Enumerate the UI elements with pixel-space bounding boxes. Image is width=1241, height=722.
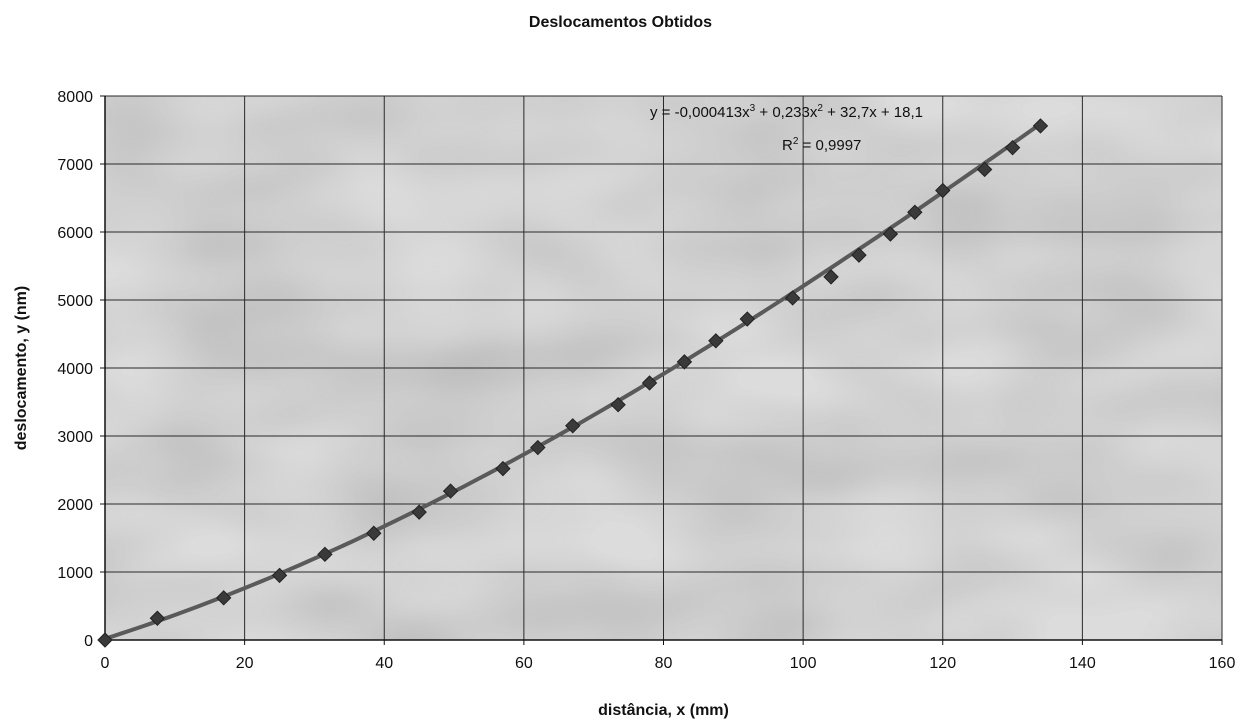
data-point	[641, 375, 658, 391]
data-point	[976, 161, 993, 178]
x-tick-label: 20	[236, 655, 254, 672]
data-point	[610, 397, 626, 413]
data-point	[411, 504, 427, 520]
x-tick-label: 120	[929, 655, 956, 672]
data-point	[565, 418, 581, 434]
data-point	[495, 460, 511, 477]
data-point	[317, 546, 333, 563]
y-axis-label: deslocamento, y (nm)	[13, 286, 30, 450]
data-point	[907, 204, 923, 220]
data-point	[784, 290, 801, 306]
data-point	[271, 567, 288, 584]
y-tick-label: 0	[84, 633, 93, 650]
data-point	[215, 590, 232, 606]
y-tick-label: 6000	[57, 225, 93, 242]
chart-title: Deslocamentos Obtidos	[528, 14, 713, 31]
x-tick-label: 160	[1209, 655, 1236, 672]
data-point	[676, 354, 693, 370]
data-point	[149, 610, 166, 626]
data-point	[366, 525, 382, 541]
x-tick-label: 100	[790, 655, 817, 672]
data-point	[530, 439, 546, 456]
axes	[100, 95, 1223, 645]
x-tick-label: 60	[515, 655, 533, 672]
data-point	[442, 483, 459, 499]
r-squared-label: R2 = 0,9997	[782, 136, 861, 154]
data-points	[97, 118, 1049, 648]
x-tick-label: 0	[101, 655, 110, 672]
data-point	[97, 632, 113, 648]
y-tick-label: 8000	[57, 89, 93, 106]
data-point	[708, 333, 724, 349]
y-tick-label: 7000	[57, 157, 93, 174]
data-point	[739, 311, 755, 327]
data-point	[1004, 139, 1021, 156]
trendline-equation: y = -0,000413x3 + 0,233x2 + 32,7x + 18,1…	[650, 103, 923, 154]
y-tick-label: 4000	[57, 361, 93, 378]
data-point	[1032, 118, 1049, 134]
y-tick-label: 2000	[57, 497, 93, 514]
y-tick-label: 5000	[57, 293, 93, 310]
x-tick-label: 140	[1069, 655, 1096, 672]
y-tick-label: 3000	[57, 429, 93, 446]
equation-label: y = -0,000413x3 + 0,233x2 + 32,7x + 18,1	[650, 103, 923, 121]
x-axis-label: distância, x (mm)	[598, 702, 729, 719]
data-point	[882, 226, 899, 242]
data-point	[823, 269, 839, 285]
data-point	[935, 182, 951, 199]
tick-labels: 0 20 40 60 80 100 120 140 160 0 1000 2000 3000 4000 50…	[57, 89, 1235, 672]
data-point	[851, 247, 867, 263]
x-tick-label: 40	[375, 655, 393, 672]
y-tick-label: 1000	[57, 565, 93, 582]
x-tick-label: 80	[655, 655, 673, 672]
